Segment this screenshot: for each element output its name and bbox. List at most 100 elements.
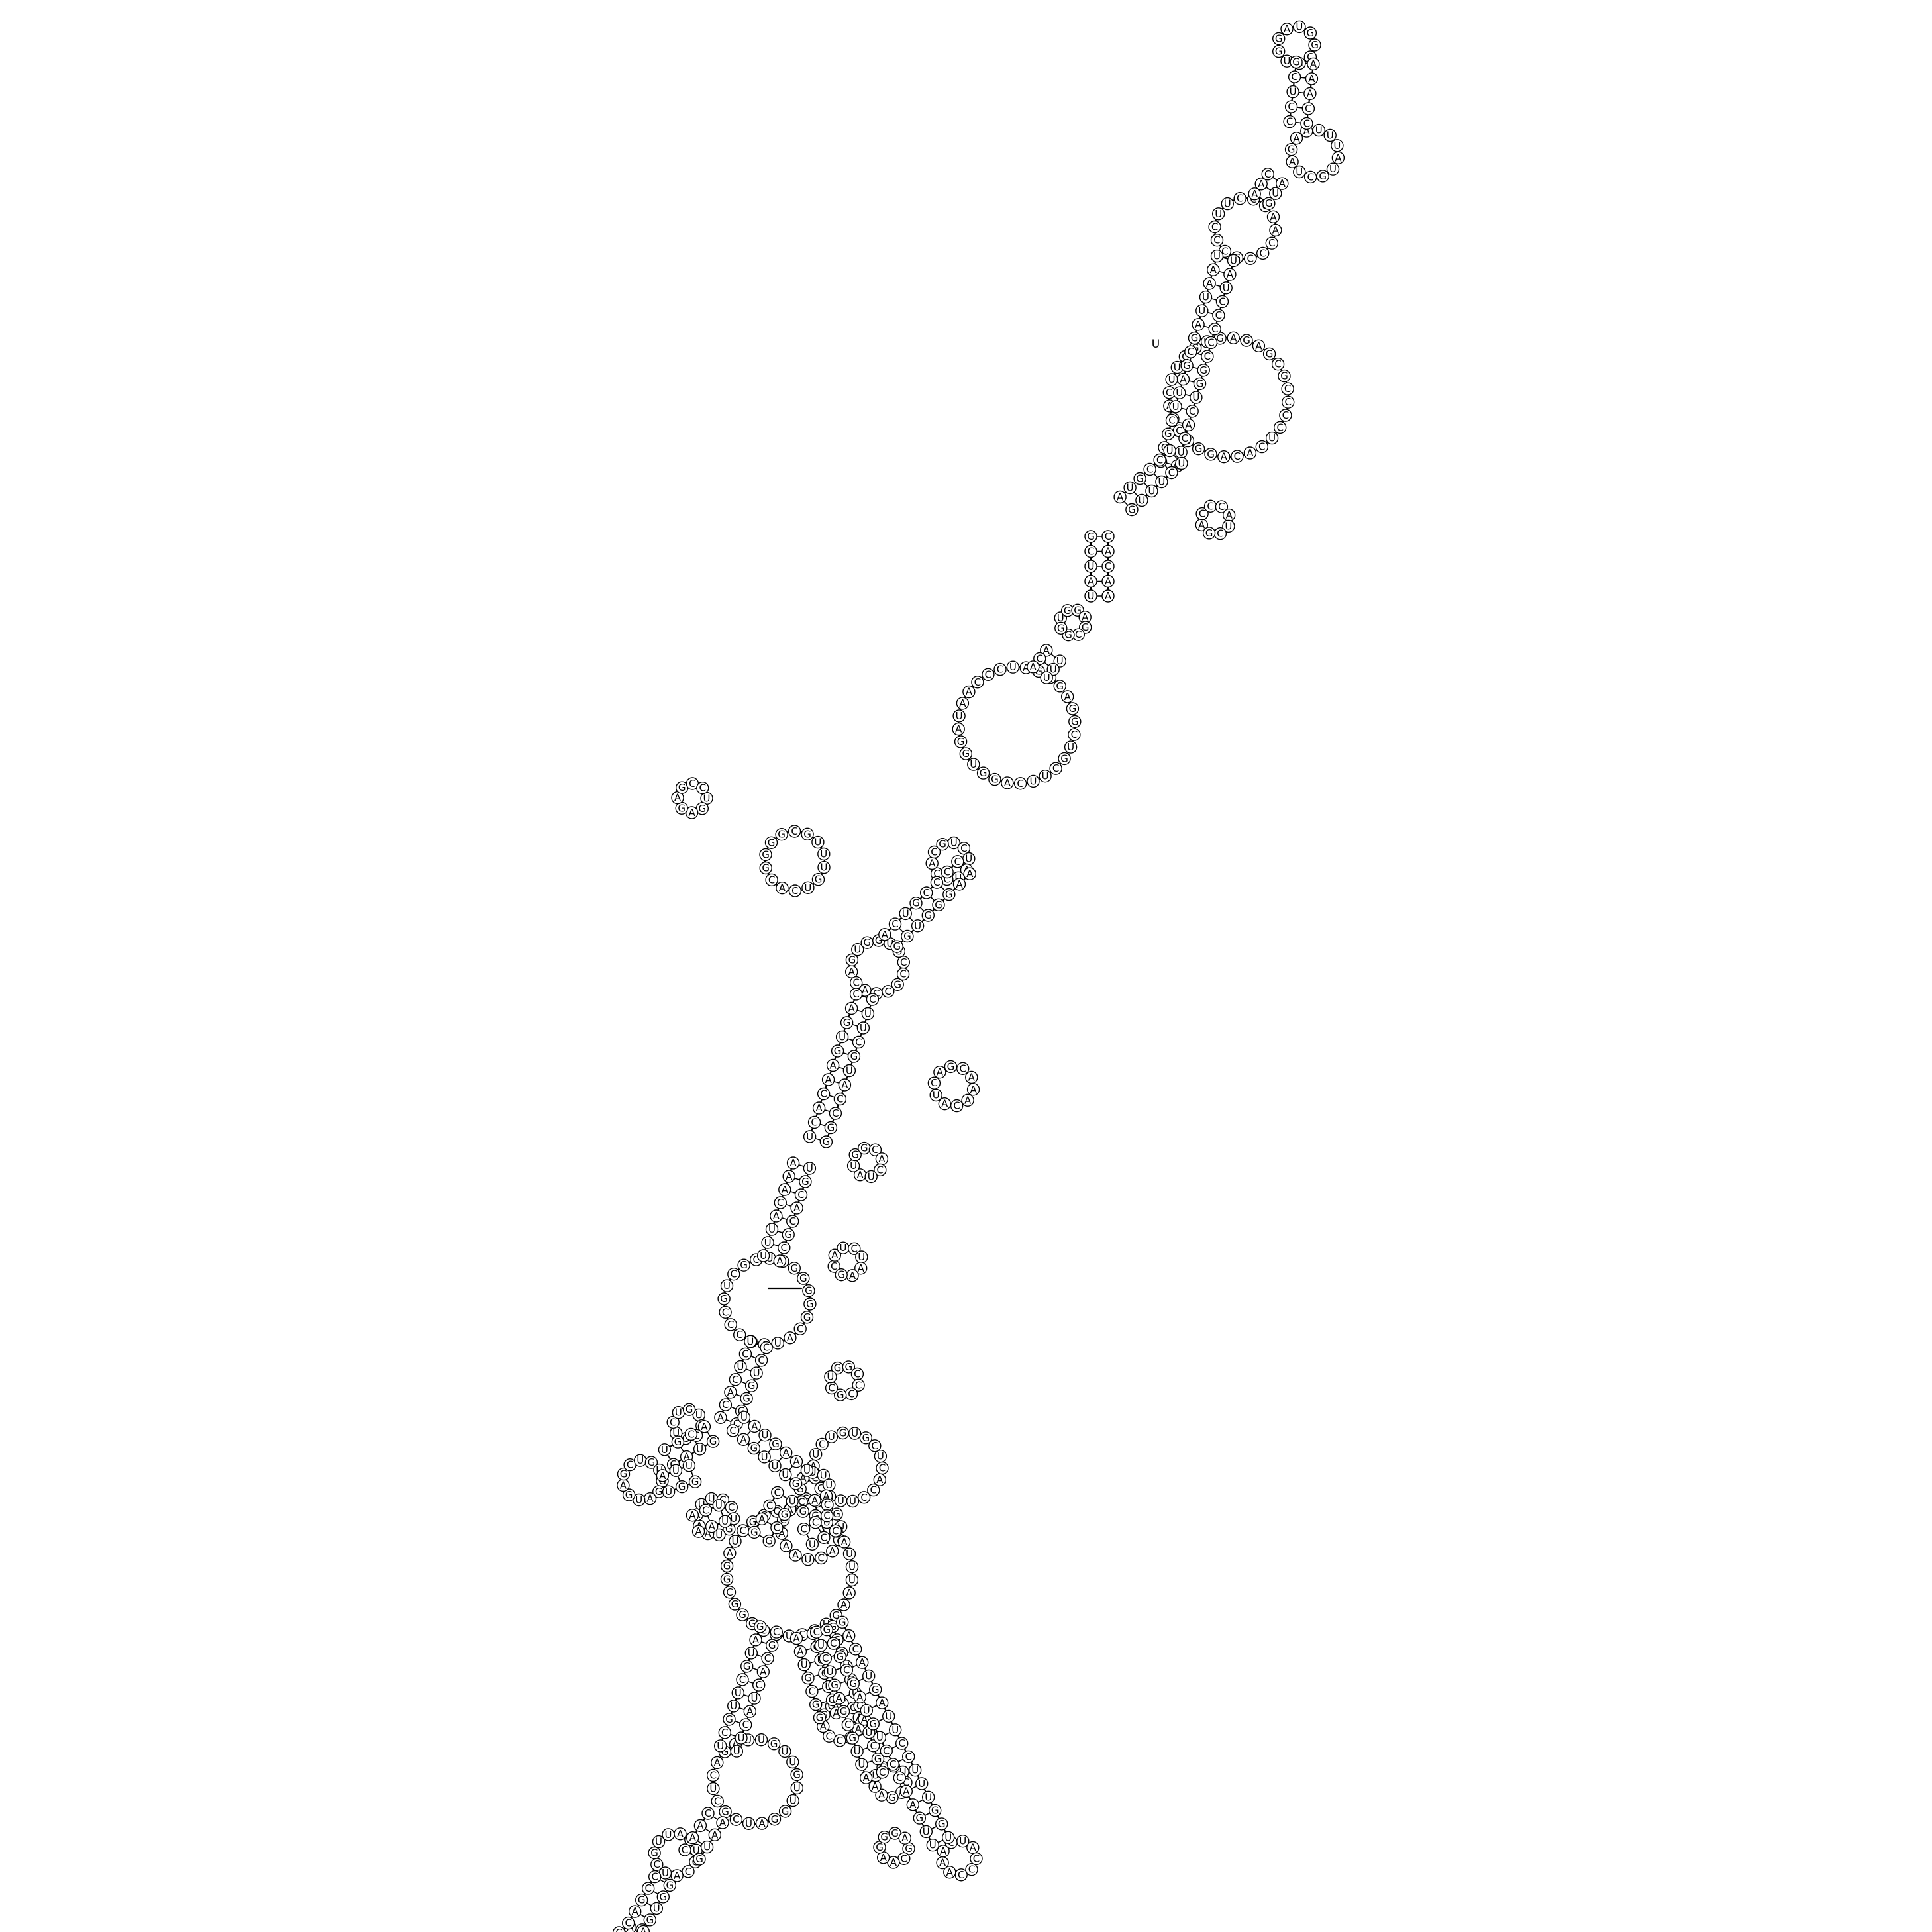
nucleotide-letter: G [646,1914,654,1926]
nucleotide-letter: C [855,1037,862,1048]
nucleotide-letter: A [861,1713,868,1725]
nucleotide-marker [768,1813,782,1826]
nucleotide-marker [1303,170,1317,184]
nucleotide-letter: G [804,1672,812,1684]
nucleotide-marker [1153,453,1166,467]
nucleotide-letter: C [933,876,940,888]
nucleotide-letter: G [938,1818,946,1830]
nucleotide-letter: U [956,710,963,722]
nucleotide-marker [713,1739,727,1753]
nucleotide-letter: U [1224,198,1231,210]
nucleotide-marker [1155,475,1168,489]
nucleotide-marker [717,1292,731,1305]
nucleotide-letter: U [1056,655,1064,667]
nucleotide-letter: G [829,1621,837,1633]
nucleotide-letter: U [914,920,921,932]
nucleotide-letter: C [944,866,950,878]
nucleotide-marker [875,1696,889,1709]
nucleotide-letter: C [896,1772,903,1784]
nucleotide-letter: G [803,1311,811,1323]
nucleotide-marker [693,1443,707,1456]
nucleotide-marker [866,993,880,1006]
nucleotide-marker [866,1717,880,1731]
nucleotide-marker [1323,128,1337,142]
nucleotide-letter: U [1042,770,1049,782]
nucleotide-letter: A [811,1494,819,1506]
nucleotide-letter: C [1268,237,1275,249]
nucleotide-marker [799,1175,812,1188]
nucleotide-letter: U [1198,305,1205,317]
nucleotide-marker [612,1926,626,1932]
nucleotide-letter: C [1282,409,1289,421]
nucleotide-marker [928,1804,942,1817]
nucleotide-marker [993,662,1007,676]
nucleotide-letter: A [727,1547,734,1559]
nucleotide-letter: A [1206,278,1213,289]
nucleotide-letter: A [929,858,936,870]
nucleotide-letter: C [740,1525,746,1537]
nucleotide-marker [671,1435,685,1449]
nucleotide-letter: C [954,856,961,868]
nucleotide-marker [1068,728,1081,741]
nucleotide-marker [790,1201,803,1215]
nucleotide-marker [705,1519,719,1533]
nucleotide-marker [737,1258,750,1272]
nucleotide-marker [801,827,814,841]
nucleotide-letter: U [923,1825,930,1837]
nucleotide-marker [1053,654,1066,668]
nucleotide-letter: A [787,1332,794,1344]
nucleotide-letter: U [965,853,972,865]
nucleotide-marker [1211,207,1225,221]
nucleotide-marker [786,1794,799,1807]
nucleotide-letter: G [771,1813,779,1825]
nucleotide-letter: U [837,1495,844,1507]
nucleotide-marker [724,1318,737,1331]
nucleotide-letter: C [1199,508,1205,520]
sequence-end-label: U [1152,338,1160,351]
nucleotide-letter: G [698,803,706,815]
nucleotide-marker [706,1435,720,1448]
nucleotide-letter: C [997,664,1003,676]
nucleotide-marker [1276,177,1289,190]
nucleotide-letter: U [812,1449,819,1460]
nucleotide-letter: G [1087,531,1095,542]
nucleotide-letter: G [844,1361,852,1373]
nucleotide-marker [740,1660,754,1673]
nucleotide-marker [666,1415,680,1429]
nucleotide-letter: A [964,1094,972,1106]
nucleotide-marker [763,1499,776,1513]
nucleotide-letter: A [779,882,786,894]
nucleotide-letter: A [727,1386,735,1398]
nucleotide-letter: G [863,937,871,948]
nucleotide-marker [828,1678,841,1692]
nucleotide-marker [857,1491,871,1504]
nucleotide-marker [790,1768,803,1782]
nucleotide-letter: C [722,1399,729,1411]
nucleotide-marker [737,1433,750,1447]
nucleotide-marker [635,1893,648,1907]
nucleotide-marker [788,1262,801,1275]
nucleotide-letter: C [818,1552,825,1564]
nucleotide-letter: C [879,1766,886,1778]
nucleotide-letter: G [748,1618,756,1630]
nucleotide-letter: A [746,1705,754,1717]
nucleotide-letter: G [659,1891,667,1903]
nucleotide-marker [909,896,923,910]
nucleotide-letter: G [957,736,965,748]
nucleotide-letter: C [1105,531,1111,542]
nucleotide-marker [1262,197,1276,210]
nucleotide-marker [875,1788,888,1802]
nucleotide-letter: G [834,1362,842,1374]
nucleotide-letter: A [752,1634,760,1646]
nucleotide-letter: U [840,1242,847,1254]
nucleotide-letter: U [820,1470,827,1482]
nucleotide-marker [754,1354,768,1367]
nucleotide-letter: C [670,1458,676,1470]
nucleotide-letter: G [832,1609,840,1621]
nucleotide-letter: C [742,1348,748,1360]
nucleotide-letter: A [1270,211,1277,223]
nucleotide-letter: A [793,1456,800,1468]
nucleotide-letter: U [1138,495,1145,507]
nucleotide-marker [829,1524,842,1538]
nucleotide-letter: C [1234,450,1241,462]
